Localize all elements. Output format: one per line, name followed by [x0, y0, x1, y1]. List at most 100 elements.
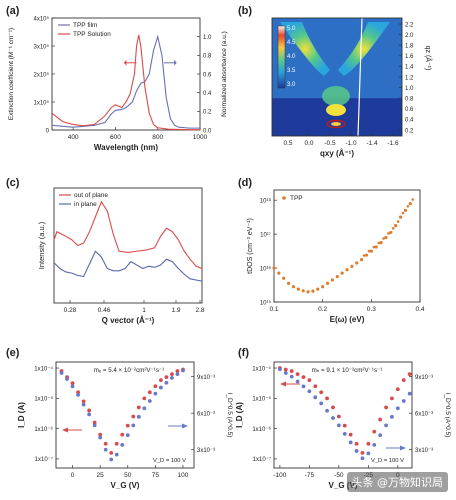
panel-f: (f)-100-75-50-2501x10⁻⁷1x10⁻⁶1x10⁻⁵1x10⁻…: [235, 347, 451, 490]
data-point: [164, 375, 169, 380]
x-tick-label: 0.46: [98, 307, 111, 314]
data-point: [136, 405, 141, 410]
y-tick-label: 0.2: [405, 128, 414, 134]
panel-letter: (d): [238, 177, 252, 189]
data-point: [287, 281, 291, 285]
data-point: [114, 452, 119, 457]
data-point: [316, 287, 320, 291]
x-axis-label: V_G (V): [329, 481, 358, 490]
data-point: [411, 198, 415, 201]
legend-label: TPP Solution: [73, 31, 111, 38]
panel-b: (b) 0.5 0.0 -0.5 -1.0 -1.4 -1.6 0.2 0.4 0.6 0.8 1.0…: [238, 5, 433, 158]
y-tick-label: 0.2: [203, 110, 212, 116]
series-line: [51, 34, 200, 131]
data-point: [295, 372, 300, 377]
diffraction-spot: [331, 122, 341, 126]
x-tick-label: 0: [71, 472, 75, 479]
y-tick-label: 0.8: [405, 97, 414, 103]
data-point: [291, 285, 296, 289]
data-point: [401, 378, 406, 383]
data-point: [164, 380, 169, 385]
data-point: [142, 396, 147, 401]
data-point: [398, 215, 403, 219]
bias-condition: V_D = 100 V: [371, 458, 404, 464]
panel-letter: (a): [6, 5, 20, 17]
y-tick-label: 1.6: [405, 54, 414, 60]
y-tick-label: 1x10⁻⁴: [34, 365, 53, 372]
x-tick-label: -0.5: [324, 140, 336, 147]
bias-condition: V_D = 100 V: [153, 458, 186, 464]
x-axis-label: V_G (V): [111, 481, 140, 490]
data-point: [136, 414, 141, 419]
data-point: [76, 392, 80, 397]
data-point: [390, 396, 394, 401]
data-point: [372, 429, 377, 434]
y-tick-label: 0: [46, 128, 50, 134]
data-point: [120, 442, 125, 447]
x-axis-label: Wavelength (nm): [94, 143, 158, 152]
data-point: [336, 423, 341, 428]
y2-axis-label: Normalized absorbance (a.u.): [221, 31, 228, 117]
y-tick-label: 1x10⁻⁶: [252, 426, 271, 433]
data-point: [92, 423, 97, 428]
data-point: [87, 412, 92, 417]
legend-label: TPP film: [73, 22, 97, 29]
data-point: [378, 417, 383, 422]
legend-swatch: [282, 196, 286, 200]
data-point: [325, 408, 329, 413]
data-point: [406, 204, 410, 208]
data-point: [170, 375, 174, 380]
y-axis-label: I_D (A): [17, 402, 26, 428]
data-point: [153, 384, 158, 389]
data-point: [372, 442, 377, 447]
x-tick-label: 800: [152, 134, 163, 141]
y-tick-label: 10¹⁷: [260, 231, 271, 238]
y-tick-label: 10¹⁶: [260, 265, 272, 272]
axis-arrowhead: [62, 427, 68, 433]
data-point: [283, 371, 288, 375]
colorbar-tick-label: 3.5: [287, 68, 296, 74]
data-point: [307, 378, 312, 383]
data-point: [350, 264, 354, 268]
series-line: [51, 34, 200, 129]
data-point: [336, 414, 341, 419]
data-point: [325, 396, 329, 401]
data-point: [340, 271, 344, 275]
axis-arrowhead: [182, 423, 188, 429]
data-point: [301, 375, 306, 380]
axis-arrowhead: [400, 445, 406, 451]
diffraction-spot-outline: [326, 119, 346, 129]
y-tick-label: 1x10⁵: [34, 99, 50, 106]
data-point: [354, 449, 359, 453]
data-point: [331, 405, 335, 410]
detector-gap-line: [357, 17, 363, 137]
axis-arrowhead: [123, 59, 127, 66]
data-point: [313, 384, 318, 389]
data-point: [81, 399, 86, 404]
diffraction-spot: [326, 104, 346, 116]
data-point: [366, 441, 371, 446]
y-tick-label: 9x10⁻³: [415, 375, 433, 381]
data-point: [313, 395, 318, 400]
plot-frame: [55, 361, 195, 469]
colorbar-tick-label: 4.0: [287, 54, 296, 60]
data-point: [360, 450, 365, 455]
y-tick-label: 0.0: [203, 128, 212, 134]
y2-axis-label: I_D^0.5 (A^0.5): [226, 393, 233, 438]
data-point: [147, 390, 152, 395]
x-tick-label: 0.4: [415, 306, 424, 313]
data-point: [311, 289, 315, 293]
plot-frame: [273, 189, 421, 303]
data-point: [70, 381, 75, 386]
data-point: [384, 235, 388, 240]
y-tick-label: 1x10⁻⁷: [35, 456, 53, 463]
data-point: [345, 268, 349, 272]
data-point: [377, 241, 381, 245]
data-point: [170, 372, 174, 377]
data-point: [120, 432, 125, 437]
data-point: [401, 211, 405, 215]
data-point: [379, 241, 383, 245]
x-tick-label: -75: [305, 472, 315, 479]
data-point: [364, 253, 369, 257]
series-line: [53, 200, 203, 270]
